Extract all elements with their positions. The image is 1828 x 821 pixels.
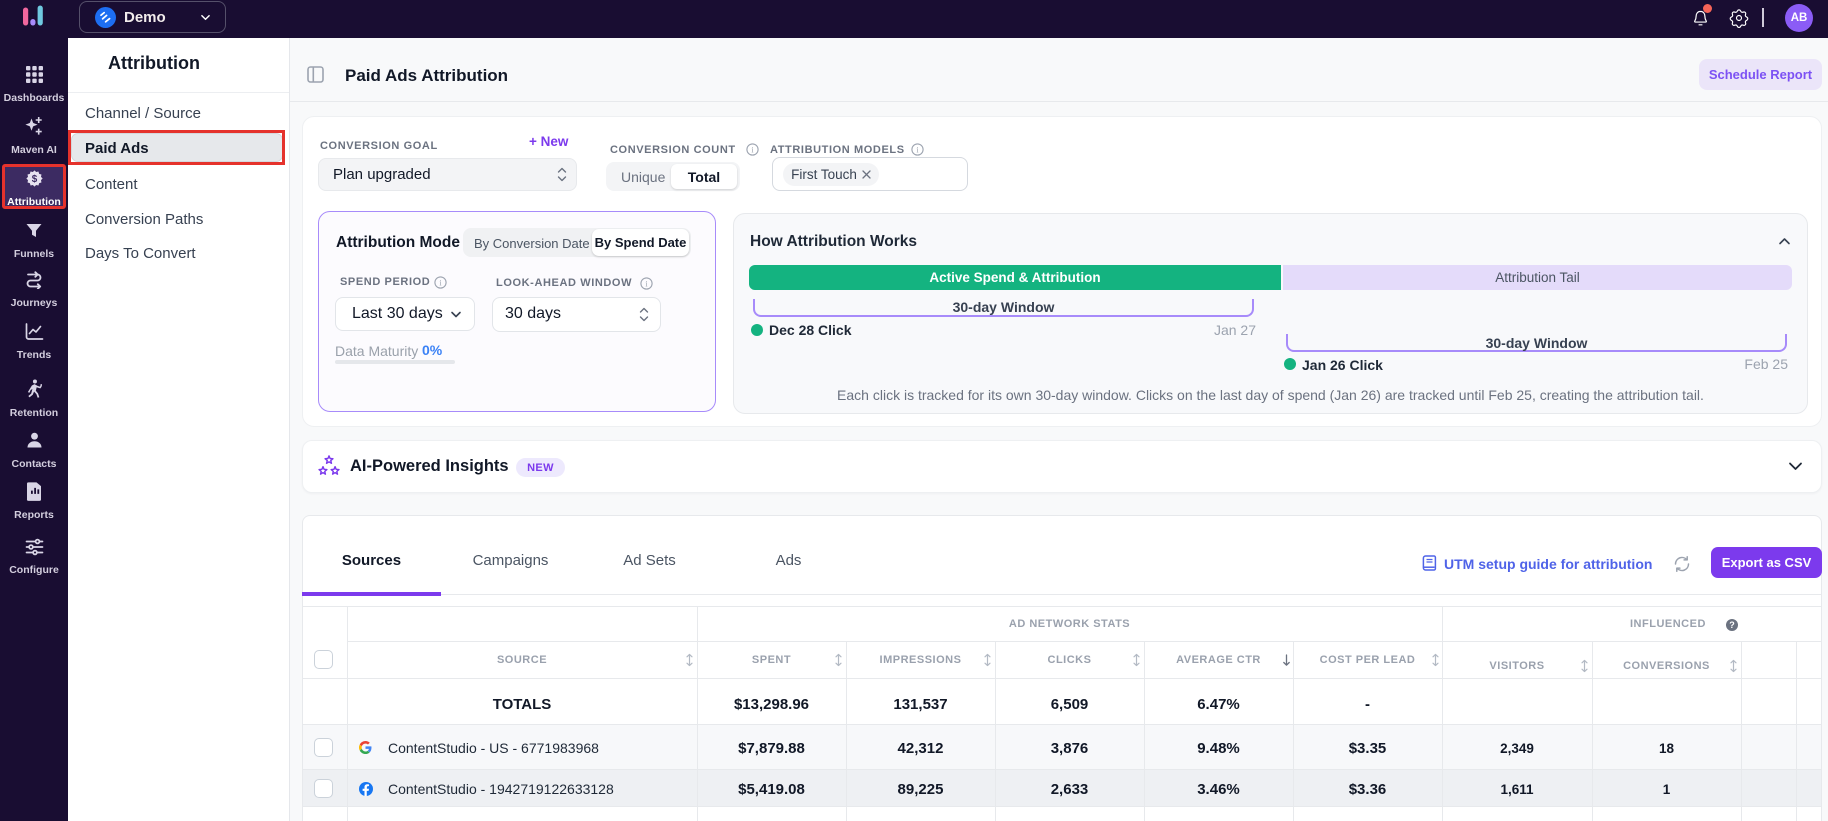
svg-text:i: i	[645, 279, 648, 288]
svg-text:i: i	[751, 145, 754, 154]
svg-text:i: i	[439, 278, 442, 287]
svg-text:$: $	[31, 174, 37, 185]
svg-text:i: i	[916, 145, 919, 154]
